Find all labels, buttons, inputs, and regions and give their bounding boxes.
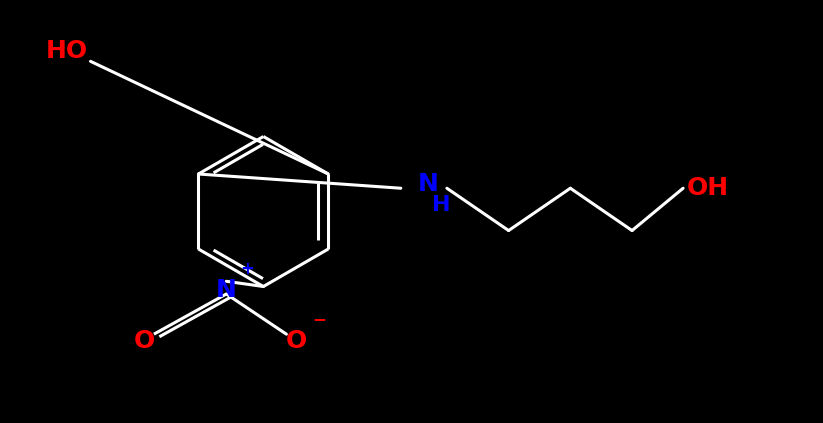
Text: N: N: [216, 278, 237, 302]
Text: H: H: [432, 195, 450, 215]
Text: N: N: [417, 172, 438, 196]
Text: OH: OH: [687, 176, 729, 200]
Text: O: O: [133, 329, 155, 352]
Text: +: +: [240, 260, 253, 277]
Text: −: −: [313, 310, 326, 328]
Text: HO: HO: [45, 39, 87, 63]
Text: O: O: [286, 329, 307, 352]
